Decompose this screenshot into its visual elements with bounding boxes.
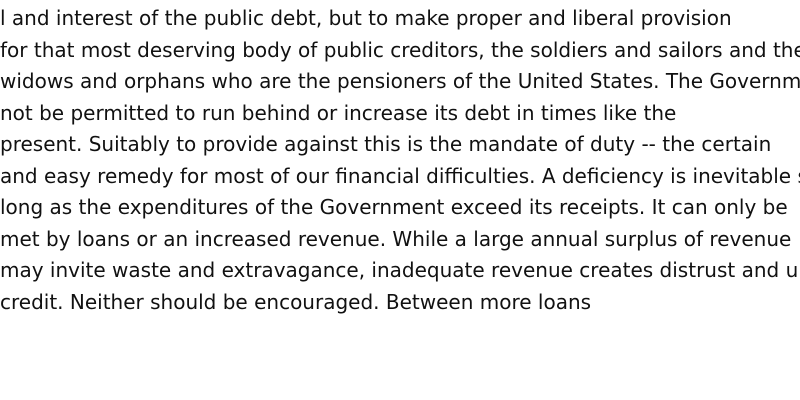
text-line-9: may invite waste and extravagance, inade… <box>0 258 800 282</box>
text-line-7: long as the expenditures of the Governme… <box>0 195 788 219</box>
text-line-2: for that most deserving body of public c… <box>0 37 800 62</box>
text-line-10: credit. Neither should be encouraged. Be… <box>0 289 592 314</box>
text-line-1: l and interest of the public debt, but t… <box>0 6 732 30</box>
text-line-6: and easy remedy for most of our financia… <box>0 163 800 188</box>
text-line-4: not be permitted to run behind or increa… <box>0 100 677 125</box>
text-line-3: widows and orphans who are the pensioner… <box>0 69 800 93</box>
body-text: l and interest of the public debt, but t… <box>0 3 800 318</box>
text-line-5: present. Suitably to provide against thi… <box>0 132 772 156</box>
text-line-8: met by loans or an increased revenue. Wh… <box>0 226 792 251</box>
